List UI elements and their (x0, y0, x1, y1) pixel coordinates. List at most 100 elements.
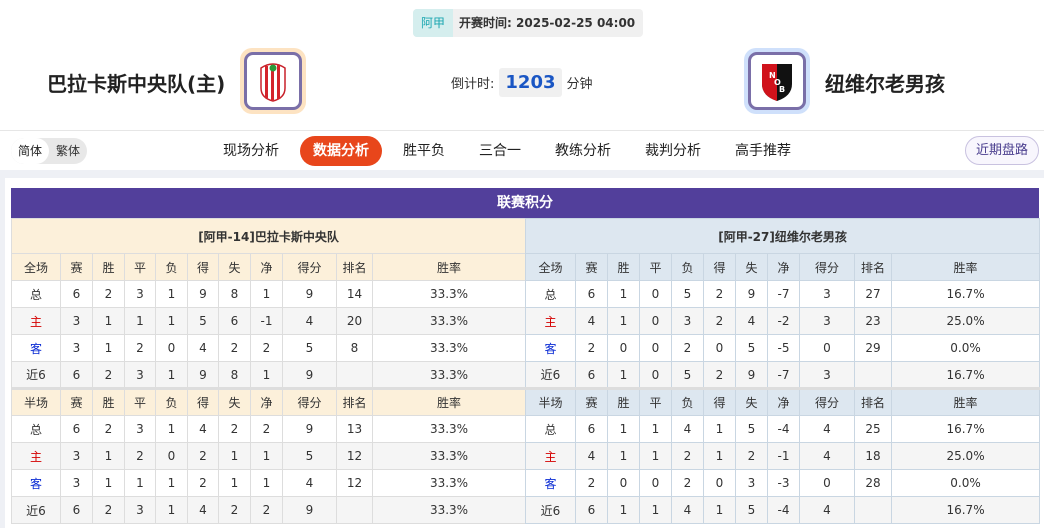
league-badge[interactable]: 阿甲 (413, 9, 454, 37)
cell: 0 (155, 442, 188, 470)
cell: 12 (336, 442, 373, 470)
cell: 2 (124, 334, 156, 362)
cell: -5 (767, 334, 800, 362)
tab-6[interactable]: 高手推荐 (735, 143, 791, 159)
column-header: 赛 (60, 253, 93, 281)
cell: 0 (639, 307, 672, 335)
cell: 0.0% (890, 469, 1041, 497)
standings-title: 联赛积分 (11, 188, 1039, 218)
cell: 2 (250, 496, 283, 524)
column-header: 胜 (92, 387, 125, 416)
cell: 2 (703, 280, 736, 308)
column-header: 赛 (60, 387, 93, 416)
column-header: 半场 (525, 387, 576, 416)
table-row: 总 6 1 1 4 1 5 -4 4 25 16.7% (525, 415, 1041, 443)
cell: 2 (671, 334, 704, 362)
cell (854, 496, 892, 524)
cell: 16.7% (890, 496, 1041, 524)
cell: 8 (336, 334, 373, 362)
cell: 1 (218, 469, 251, 497)
column-header: 胜 (92, 253, 125, 281)
cell: 4 (799, 442, 855, 470)
table-row: 客 3 1 1 1 2 1 1 4 12 33.3% (11, 469, 527, 497)
cell: 4 (799, 496, 855, 524)
cell: -3 (767, 469, 800, 497)
column-header: 赛 (575, 253, 608, 281)
home-team-name[interactable]: 巴拉卡斯中央队(主) (47, 72, 226, 96)
tab-1[interactable]: 数据分析 (300, 136, 382, 166)
column-header: 得 (187, 387, 219, 416)
column-header: 排名 (336, 253, 373, 281)
cell: 25.0% (890, 307, 1041, 335)
row-label: 总 (11, 280, 61, 308)
recent-trend-button[interactable]: 近期盘路 (964, 136, 1039, 165)
table-row: 近6 6 1 1 4 1 5 -4 4 16.7% (525, 496, 1041, 524)
match-info: 阿甲 开赛时间: 2025-02-25 04:00 (413, 9, 644, 37)
cell: 0 (799, 334, 855, 362)
cell: 27 (854, 280, 892, 308)
cell: 2 (92, 280, 125, 308)
cell: 33.3% (371, 469, 527, 497)
tab-2[interactable]: 胜平负 (403, 143, 445, 159)
column-header: 负 (671, 253, 704, 281)
countdown-value: 1203 (499, 68, 562, 97)
team-header: [阿甲-14]巴拉卡斯中央队 (10, 218, 527, 254)
svg-text:N: N (769, 71, 776, 80)
table-row: 近6 6 2 3 1 4 2 2 9 33.3% (11, 496, 527, 524)
cell: 5 (187, 307, 219, 335)
cell: 0 (607, 334, 640, 362)
row-label: 主 (11, 307, 61, 335)
cell: 2 (124, 442, 156, 470)
cell (336, 496, 373, 524)
tab-4[interactable]: 教练分析 (555, 143, 611, 159)
cell: 4 (671, 415, 704, 443)
cell: 6 (60, 415, 93, 443)
cell: 1 (250, 469, 283, 497)
cell: 2 (250, 415, 283, 443)
home-standings: [阿甲-14]巴拉卡斯中央队 全场赛胜平负得失净得分 排名 胜率总 6 2 3 1 9 8 1 9 14… (10, 218, 527, 524)
cell: -4 (767, 415, 800, 443)
tab-3[interactable]: 三合一 (479, 143, 521, 159)
table-row: 客 3 1 2 0 4 2 2 5 8 33.3% (11, 334, 527, 362)
tab-5[interactable]: 裁判分析 (645, 143, 701, 159)
cell: 9 (282, 415, 337, 443)
language-toggle[interactable]: 简体 繁体 (11, 138, 88, 164)
column-header: 赛 (575, 387, 608, 416)
column-header: 得分 (282, 253, 337, 281)
column-header: 失 (735, 253, 768, 281)
cell: -4 (767, 496, 800, 524)
table-row: 主 4 1 1 2 1 2 -1 4 18 25.0% (525, 442, 1041, 470)
countdown-unit: 分钟 (566, 77, 593, 92)
cell: 1 (607, 442, 640, 470)
column-header: 得 (703, 253, 736, 281)
cell: 0 (799, 469, 855, 497)
cell: 6 (575, 415, 608, 443)
team-header: [阿甲-27]纽维尔老男孩 (524, 218, 1041, 254)
cell: 33.3% (371, 307, 527, 335)
column-header: 得分 (799, 387, 855, 416)
column-header: 得 (703, 387, 736, 416)
lang-simplified[interactable]: 简体 (11, 138, 50, 164)
cell: 1 (703, 496, 736, 524)
cell: 2 (92, 415, 125, 443)
cell: 3 (799, 307, 855, 335)
cell: 5 (735, 415, 768, 443)
cell: 8 (218, 361, 251, 389)
column-header: 胜 (607, 253, 640, 281)
cell: 6 (575, 361, 608, 389)
home-team-logo[interactable] (240, 48, 306, 114)
away-team-name[interactable]: 纽维尔老男孩 (825, 72, 945, 96)
cell: 20 (336, 307, 373, 335)
away-standings: [阿甲-27]纽维尔老男孩 全场赛胜平负得失净得分 排名 胜率总 6 1 0 5 2 9 -7 3 27… (524, 218, 1041, 524)
lang-traditional[interactable]: 繁体 (56, 144, 81, 158)
cell: 16.7% (890, 361, 1041, 389)
column-header: 负 (155, 253, 188, 281)
cell: 28 (854, 469, 892, 497)
column-header: 全场 (11, 253, 61, 281)
cell: 3 (124, 361, 156, 389)
cell: 6 (60, 280, 93, 308)
column-header: 排名 (336, 387, 373, 416)
tab-0[interactable]: 现场分析 (223, 143, 279, 159)
cell: 12 (336, 469, 373, 497)
